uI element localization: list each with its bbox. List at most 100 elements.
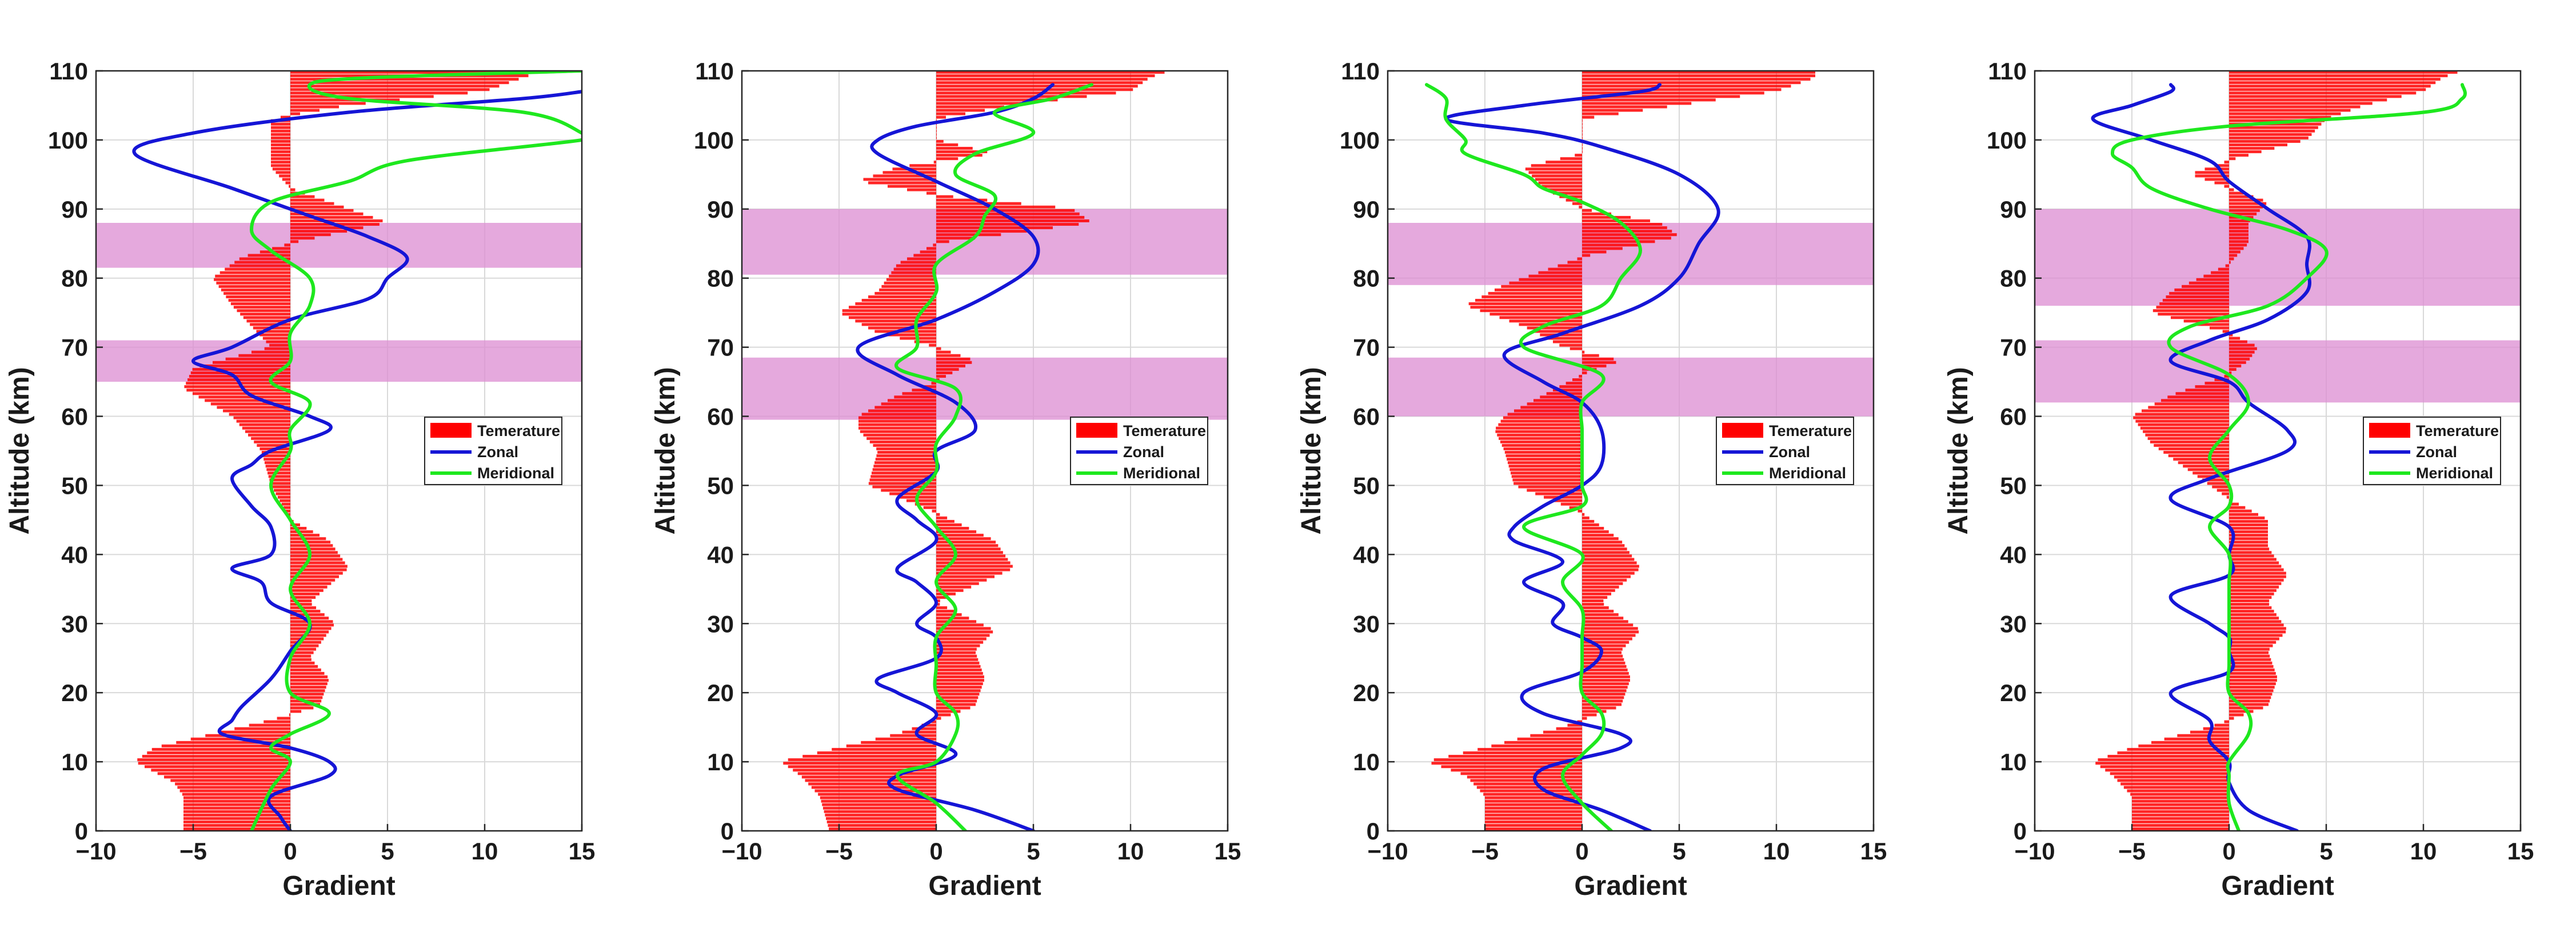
temperature-bar — [234, 727, 290, 730]
temperature-bar — [2229, 88, 2426, 91]
temperature-bar — [1577, 509, 1582, 513]
temperature-bar — [893, 267, 936, 271]
temperature-bar — [1582, 237, 1671, 240]
temperature-bar — [869, 478, 936, 482]
temperature-bar — [2229, 102, 2373, 105]
y-tick-label: 90 — [1353, 196, 1380, 223]
temperature-bar — [2132, 796, 2229, 799]
temperature-bar — [2229, 105, 2361, 109]
temperature-bar — [2192, 471, 2229, 475]
temperature-bar — [1582, 112, 1619, 115]
temperature-bar — [183, 803, 290, 806]
y-tick-label: 110 — [49, 58, 88, 85]
legend-zonal-label: Zonal — [1123, 443, 1164, 461]
temperature-bar — [270, 482, 290, 485]
temperature-bar — [2229, 516, 2265, 519]
y-tick-label: 10 — [61, 749, 88, 775]
y-tick-label: 70 — [1353, 334, 1380, 361]
temperature-bar — [2229, 561, 2279, 565]
temperature-bar — [2135, 413, 2229, 416]
temperature-bar — [2132, 820, 2229, 823]
temperature-bar — [936, 661, 980, 665]
y-tick-label: 50 — [1353, 472, 1380, 499]
temperature-bar — [936, 237, 975, 240]
temperature-bar — [881, 402, 936, 406]
temperature-bar — [936, 665, 981, 668]
temperature-bar — [2229, 668, 2275, 671]
temperature-bar — [1441, 765, 1582, 769]
temperature-bar — [238, 354, 290, 357]
temperature-bar — [2229, 129, 2315, 133]
temperature-bar — [290, 102, 366, 105]
temperature-bar — [2229, 554, 2274, 558]
temperature-bar — [1582, 91, 1764, 95]
temperature-bar — [2177, 734, 2229, 737]
temperature-bar — [2229, 571, 2286, 575]
temperature-bar — [884, 281, 936, 285]
temperature-bar — [2229, 119, 2325, 122]
temperature-bar — [2229, 585, 2279, 589]
temperature-bar — [1582, 547, 1627, 551]
temperature-bar — [1553, 340, 1582, 343]
x-axis-label: Gradient — [2221, 871, 2334, 901]
temperature-bar — [2229, 343, 2255, 347]
y-tick-label: 80 — [1353, 265, 1380, 292]
temperature-bar — [1546, 188, 1582, 191]
temperature-bar — [923, 506, 936, 509]
temperature-bar — [1582, 682, 1629, 686]
temperature-bar — [1504, 451, 1582, 454]
temperature-bar — [921, 385, 936, 389]
legend-meridional-label: Meridional — [477, 465, 554, 482]
temperature-bar — [1527, 326, 1582, 330]
temperature-bar — [275, 492, 290, 495]
temperature-bar — [2229, 523, 2268, 526]
temperature-bar — [2162, 299, 2229, 302]
temperature-bar — [2229, 126, 2318, 129]
temperature-bar — [2229, 519, 2268, 523]
temperature-bar — [1582, 641, 1630, 644]
temperature-bar — [1582, 675, 1630, 678]
temperature-bar — [1473, 782, 1582, 786]
temperature-bar — [888, 185, 936, 188]
y-tick-label: 100 — [1987, 127, 2027, 154]
temperature-bar — [1582, 102, 1692, 105]
temperature-bar — [2110, 772, 2229, 775]
y-tick-label: 20 — [707, 679, 734, 706]
temperature-bar — [1476, 786, 1582, 789]
temperature-bar — [1505, 454, 1582, 458]
legend-zonal-label: Zonal — [1769, 443, 1810, 461]
x-tick-label: 5 — [1672, 838, 1686, 865]
temperature-bar — [2105, 769, 2229, 772]
legend-temperature-label: Temerature — [1123, 422, 1206, 439]
temperature-bar — [229, 413, 290, 416]
temperature-bar — [183, 796, 290, 799]
temperature-bar — [936, 595, 948, 599]
y-tick-label: 50 — [707, 472, 734, 499]
temperature-bar — [2229, 219, 2250, 222]
y-tick-label: 80 — [707, 265, 734, 292]
temperature-bar — [176, 741, 290, 744]
temperature-bar — [2154, 443, 2229, 447]
temperature-bar — [1556, 727, 1582, 730]
temperature-bar — [861, 323, 936, 326]
temperature-bar — [936, 578, 987, 582]
temperature-bar — [2229, 513, 2258, 516]
temperature-bar — [936, 154, 983, 157]
temperature-bar — [936, 78, 1148, 81]
legend-meridional-label: Meridional — [1123, 465, 1200, 482]
temperature-bar — [866, 437, 936, 440]
chart-panel-3: −10 −5 0 5 10 15 0 10 20 30 40 50 60 70 80 90 100 110 Grad… — [1296, 58, 1887, 901]
temperature-bar — [2229, 627, 2286, 630]
temperature-bar — [290, 105, 339, 109]
legend-zonal-label: Zonal — [2416, 443, 2457, 461]
temperature-bar — [1582, 689, 1627, 693]
x-tick-label: 10 — [1117, 838, 1144, 865]
temperature-bar — [872, 485, 936, 489]
temperature-bar — [189, 375, 290, 378]
temperature-bar — [223, 409, 290, 413]
temperature-bar — [198, 395, 290, 399]
temperature-bar — [2229, 558, 2277, 561]
temperature-bar — [290, 696, 323, 699]
temperature-bar — [1507, 461, 1582, 465]
temperature-bar — [1548, 267, 1582, 271]
